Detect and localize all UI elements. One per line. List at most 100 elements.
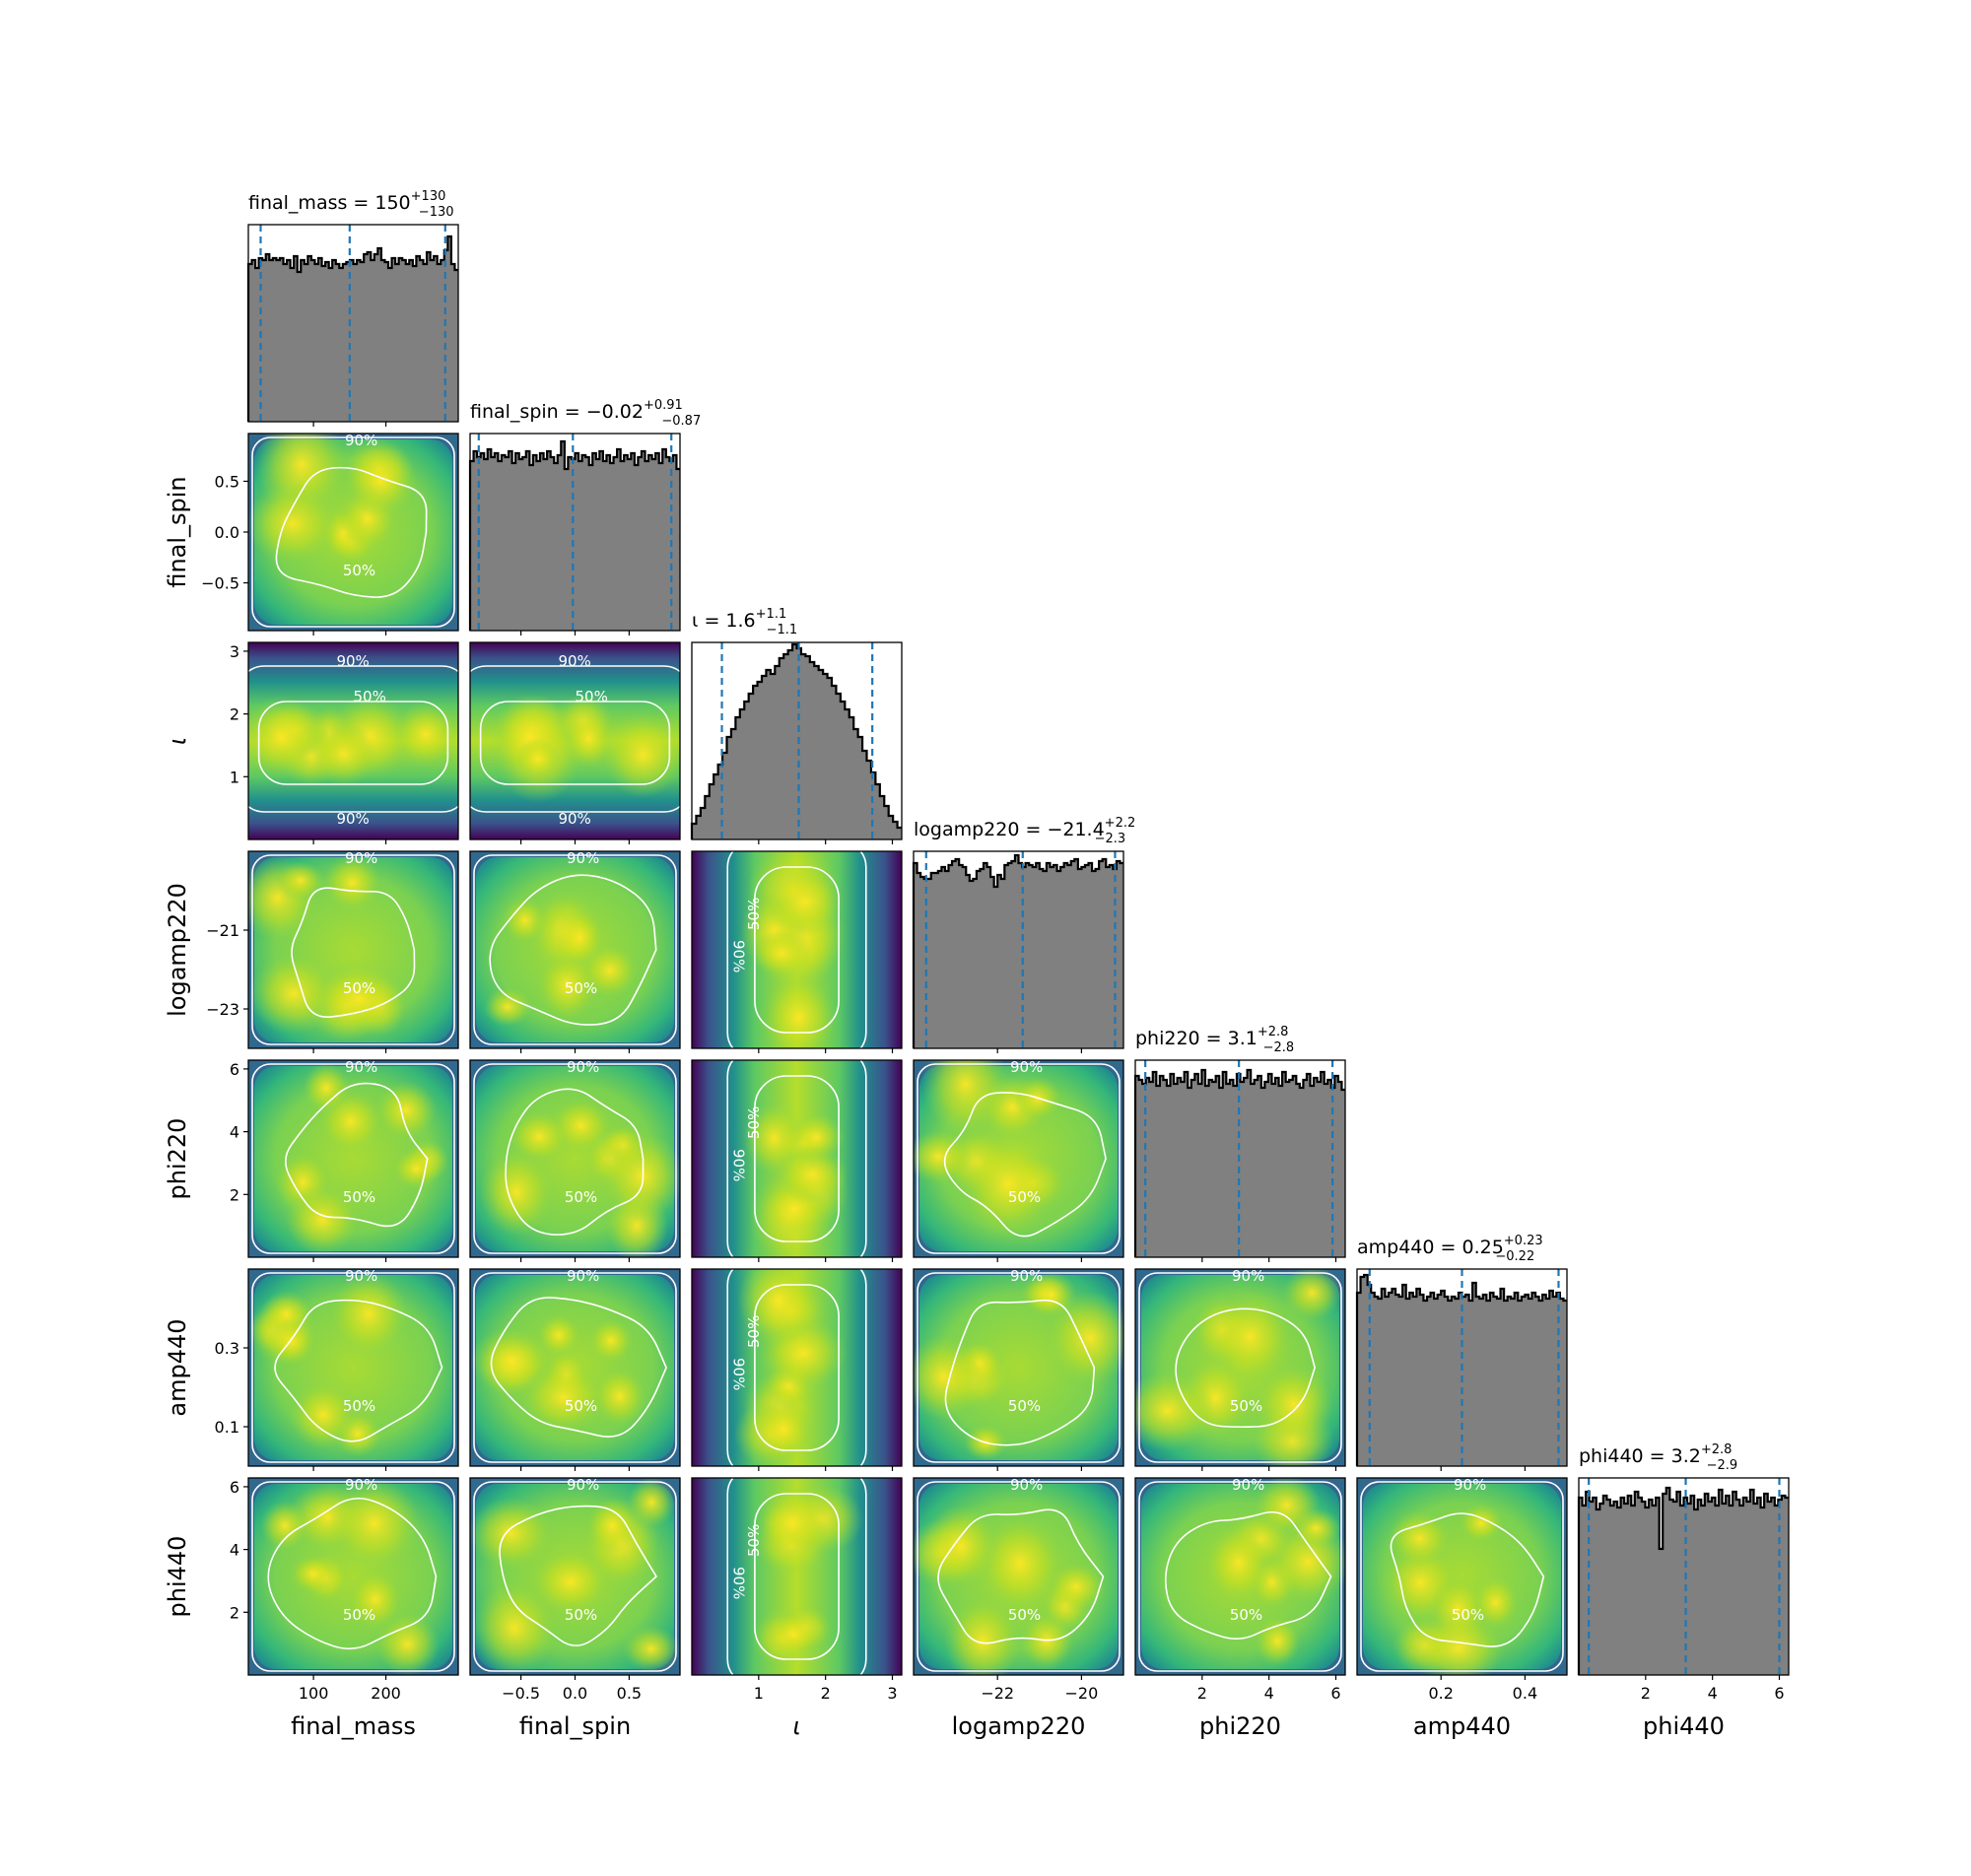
density-final_spin-vs-logamp220: 50% 90% [469, 850, 681, 1053]
contour-90 [1138, 1272, 1342, 1463]
contour-label-50: 50% [354, 688, 386, 705]
contour-label-90: 90% [730, 1358, 748, 1390]
x-axis-label: phi220 [1199, 1712, 1281, 1740]
histogram-bars [692, 644, 902, 839]
x-axis-label: phi440 [1643, 1712, 1725, 1740]
contour-90 [251, 436, 455, 628]
contour-50 [754, 866, 840, 1034]
contour-90 [917, 1272, 1121, 1463]
x-tick-label: 4 [1264, 1684, 1274, 1703]
density-final_mass-vs-amp440: 50% 90% 0.1 0.3 [215, 1268, 459, 1471]
histogram-bars [470, 441, 680, 631]
contour-50 [489, 874, 657, 1026]
contour-90 [917, 1481, 1121, 1672]
density-iota-vs-phi220: 90%50% [691, 1059, 903, 1262]
histogram-final_spin: final_spin = −0.02+0.91 −0.87 [468, 398, 701, 636]
axes-frame [691, 1268, 903, 1467]
y-tick-label: 3 [230, 642, 239, 661]
y-axis-label: logamp220 [164, 883, 191, 1017]
contour-90 [726, 1478, 867, 1675]
contour-label-50: 50% [343, 562, 375, 579]
contour-label-50: 50% [745, 898, 763, 930]
axes-frame [913, 1477, 1124, 1676]
contour-90 [248, 665, 458, 813]
histogram-title: logamp220 = −21.4+2.2 −2.3 [914, 816, 1135, 846]
density-phi220-vs-amp440: 50% 90% [1134, 1267, 1346, 1471]
density-logamp220-vs-phi440: 50% 90% −22 −20 [913, 1477, 1124, 1703]
histogram-outline [690, 642, 902, 839]
y-tick-label: 0.1 [215, 1418, 239, 1437]
contour-label-50: 50% [343, 979, 375, 997]
contour-50 [1390, 1512, 1545, 1647]
contour-label-90: 90% [567, 1476, 599, 1494]
x-tick-label: 200 [371, 1684, 401, 1703]
contour-label-90: 90% [345, 1476, 377, 1494]
histogram-bars [1579, 1488, 1789, 1675]
y-tick-label: 0.5 [215, 472, 239, 491]
contour-label-50: 50% [565, 1397, 597, 1415]
contour-label-50: 50% [576, 688, 608, 705]
y-axis-label: ι [164, 737, 191, 745]
contour-90 [1138, 1481, 1342, 1672]
y-axis-label: amp440 [164, 1318, 191, 1416]
axes-frame [913, 850, 1124, 1049]
axes-frame [913, 1268, 1124, 1467]
x-tick-label: 4 [1708, 1684, 1718, 1703]
contour-90 [473, 1272, 677, 1463]
density-final_spin-vs-amp440: 50% 90% [469, 1267, 681, 1471]
axes-frame [247, 850, 459, 1049]
histogram-outline [246, 234, 458, 422]
y-tick-label: 0.0 [215, 523, 239, 542]
density-logamp220-vs-phi220: 50% 90% [913, 1059, 1124, 1262]
y-axis-label: phi440 [164, 1536, 191, 1618]
contour-90 [470, 665, 680, 813]
axes-frame [1356, 1477, 1568, 1676]
density-final_spin-vs-phi220: 50% 90% [469, 1059, 681, 1262]
contour-50 [1164, 1510, 1332, 1641]
histogram-phi220: phi220 = 3.1+2.8 −2.8 [1133, 1025, 1346, 1262]
x-tick-label: 3 [887, 1684, 897, 1703]
axes-frame [1578, 1477, 1790, 1676]
contour-label-50: 50% [745, 1106, 763, 1139]
y-tick-label: −0.5 [201, 574, 239, 593]
histogram-final_mass: final_mass = 150+130 −130 [246, 189, 459, 427]
histogram-title: phi440 = 3.2+2.8 −2.9 [1579, 1442, 1737, 1473]
axes-frame [247, 1268, 459, 1467]
y-tick-label: 2 [230, 1603, 239, 1622]
y-tick-label: 6 [230, 1478, 239, 1497]
histogram-outline [468, 439, 680, 631]
contour-label-50: 50% [565, 979, 597, 997]
contour-90 [1360, 1481, 1564, 1672]
contour-50 [499, 1505, 657, 1646]
x-tick-label: 0.5 [617, 1684, 642, 1703]
contour-label-90: 90% [1010, 1267, 1043, 1285]
y-tick-label: −21 [206, 921, 239, 940]
histogram-bars [914, 855, 1123, 1048]
contour-90 [251, 1063, 455, 1254]
contour-label-90: 90% [730, 1567, 748, 1599]
x-tick-label: 2 [821, 1684, 831, 1703]
x-tick-label: 2 [1641, 1684, 1651, 1703]
contour-label-50: 50% [1008, 1606, 1041, 1624]
contour-label-50: 50% [565, 1606, 597, 1624]
contour-label-50: 50% [745, 1315, 763, 1348]
contour-50 [479, 701, 671, 785]
contour-label-90: 90% [1232, 1476, 1264, 1494]
histogram-outline [1133, 1068, 1345, 1257]
contour-90 [473, 1063, 677, 1254]
contour-label-90: 90% [730, 940, 748, 972]
contour-label-90: 90% [567, 1267, 599, 1285]
contour-label-50: 50% [343, 1397, 375, 1415]
histogram-phi440: phi440 = 3.2+2.8 −2.9 2 4 6 [1577, 1442, 1790, 1703]
density-final_spin-vs-phi440: 50% 90% −0.5 0.0 0.5 [469, 1476, 681, 1703]
contour-50 [275, 466, 428, 598]
density-final_mass-vs-phi440: 50% 90% 100 200 2 4 6 [230, 1476, 459, 1703]
density-final_mass-vs-logamp220: 50% 90% −23 −21 [206, 850, 459, 1053]
contour-label-90: 90% [1232, 1267, 1264, 1285]
density-final_mass-vs-phi220: 50% 90% 2 4 6 [230, 1059, 459, 1262]
x-tick-label: 0.4 [1513, 1684, 1537, 1703]
contour-50 [291, 887, 416, 1019]
y-axis-label: phi220 [164, 1118, 191, 1200]
